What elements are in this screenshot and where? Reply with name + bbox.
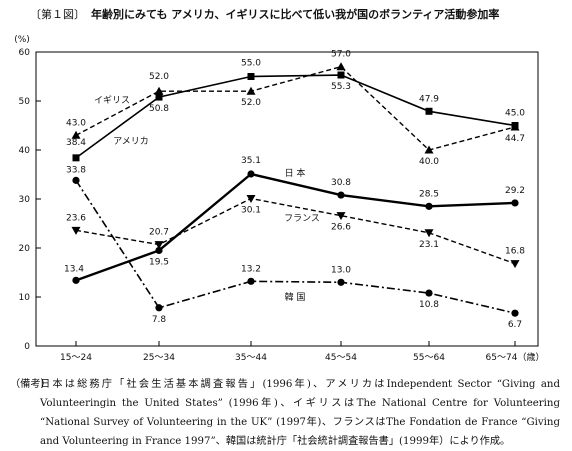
series-marker — [247, 170, 255, 178]
data-label: 26.6 — [331, 223, 351, 233]
series-line-3 — [75, 197, 516, 265]
data-label: 47.9 — [419, 94, 439, 104]
data-label: 52.0 — [241, 98, 261, 108]
data-label: 40.0 — [419, 157, 439, 167]
data-label: 10.8 — [419, 300, 439, 310]
chart-title: 〔第１図〕 年齢別にみても アメリカ、イギリスに比べて低い我が国のボランティア活動… — [30, 6, 499, 22]
note-head: （備考） — [10, 379, 51, 390]
data-label: 52.0 — [149, 72, 169, 82]
x-tick-label: 65～74（歳） — [486, 351, 545, 363]
series-marker — [336, 62, 346, 71]
series-marker — [72, 154, 80, 162]
x-tick-label: 35～44 — [235, 353, 267, 363]
y-axis-label: (%) — [14, 35, 30, 45]
data-label: 55.3 — [331, 82, 351, 92]
data-label: 23.1 — [419, 240, 439, 250]
series-name-label: イギリス — [94, 95, 130, 106]
y-tick-label: 10 — [19, 293, 31, 303]
series-marker — [511, 122, 519, 129]
data-label: 16.8 — [505, 247, 525, 257]
series-name-label: フランス — [284, 213, 320, 224]
data-label: 50.8 — [149, 104, 169, 114]
figure-number: 〔第１図〕 — [30, 8, 85, 21]
data-label: 30.1 — [241, 206, 261, 216]
note-text: 日本は総務庁「社会生活基本調査報告」(1996年)、アメリカはIndepende… — [40, 379, 560, 447]
data-label: 44.7 — [505, 134, 525, 144]
x-tick-label: 55～64 — [413, 353, 445, 363]
series-line-2 — [75, 172, 516, 282]
series-marker — [425, 107, 433, 115]
data-label: 38.4 — [66, 138, 86, 148]
data-label: 23.6 — [66, 213, 86, 223]
data-label: 20.7 — [149, 228, 169, 238]
figure-title: 年齢別にみても アメリカ、イギリスに比べて低い我が国のボランティア活動参加率 — [91, 8, 500, 21]
y-tick-label: 20 — [19, 244, 31, 254]
data-label: 45.0 — [505, 109, 525, 119]
data-label: 43.0 — [66, 118, 86, 128]
source-note: （備考） 日本は総務庁「社会生活基本調査報告」(1996年)、アメリカはInde… — [10, 375, 560, 451]
series-name-label: 韓 国 — [285, 292, 306, 303]
series-name-label: 日 本 — [285, 167, 306, 179]
series-marker — [247, 277, 255, 285]
y-tick-label: 60 — [19, 48, 31, 58]
data-label: 35.1 — [241, 156, 261, 166]
x-tick-label: 15～24 — [60, 353, 92, 363]
series-line-4 — [75, 179, 516, 314]
series-marker — [424, 229, 434, 238]
data-label: 28.5 — [419, 189, 439, 199]
data-label: 13.2 — [241, 264, 261, 274]
series-marker — [154, 241, 164, 250]
series-name-label: アメリカ — [113, 136, 149, 147]
series-marker — [246, 195, 256, 204]
series-marker — [337, 71, 345, 79]
y-tick-label: 50 — [19, 97, 31, 107]
data-label: 13.4 — [64, 264, 84, 274]
line-chart: 0 10 20 30 40 50 60 (%) 15～24 25～34 35～44 45～54 55～6… — [14, 35, 545, 363]
series-marker — [336, 212, 346, 221]
series-marker — [425, 289, 433, 297]
data-label: 7.8 — [152, 315, 167, 325]
y-tick-label: 0 — [24, 342, 30, 352]
data-label: 33.8 — [66, 165, 86, 175]
data-label: 6.7 — [508, 320, 522, 330]
series-marker — [246, 86, 256, 95]
series-marker — [337, 278, 345, 286]
series-line-1 — [75, 74, 516, 159]
data-label: 30.8 — [331, 178, 351, 188]
series-marker — [154, 86, 164, 95]
y-tick-label: 30 — [19, 195, 31, 205]
series-marker — [511, 199, 519, 207]
series-marker — [247, 73, 255, 80]
series-marker — [510, 260, 520, 269]
series-marker — [71, 226, 81, 235]
series-marker — [424, 145, 434, 154]
series-marker — [155, 304, 163, 312]
data-label: 55.0 — [241, 59, 261, 69]
data-label: 57.0 — [331, 50, 351, 60]
series-marker — [155, 93, 163, 101]
series-marker — [72, 176, 80, 184]
series-marker — [71, 130, 81, 139]
data-label: 13.0 — [331, 265, 351, 275]
series-marker — [337, 191, 345, 199]
series-marker — [425, 202, 433, 210]
data-label: 29.2 — [505, 186, 525, 196]
series-marker — [511, 309, 519, 317]
data-label: 19.5 — [149, 257, 169, 267]
x-tick-label: 45～54 — [325, 353, 357, 363]
series-line-0 — [75, 65, 516, 151]
series-marker — [155, 246, 163, 255]
x-tick-label: 25～34 — [143, 353, 175, 363]
y-tick-label: 40 — [19, 146, 31, 156]
series-marker — [72, 276, 80, 284]
